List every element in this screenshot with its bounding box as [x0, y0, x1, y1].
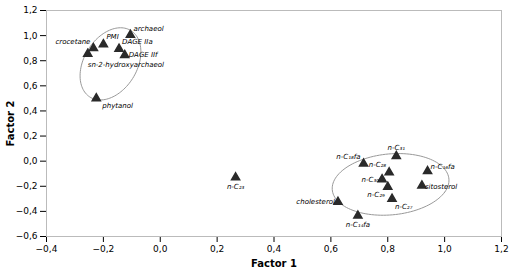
- svg-text:0,0: 0,0: [153, 244, 168, 254]
- svg-text:0,8: 0,8: [381, 244, 396, 254]
- svg-text:0,6: 0,6: [324, 244, 339, 254]
- svg-text:−0,4: −0,4: [16, 206, 38, 216]
- svg-text:n-C₃₀: n-C₃₀: [362, 176, 380, 184]
- svg-text:0,2: 0,2: [23, 131, 37, 141]
- svg-text:0,4: 0,4: [23, 106, 38, 116]
- svg-text:1,2: 1,2: [23, 5, 37, 15]
- svg-text:−0,2: −0,2: [92, 244, 114, 254]
- svg-text:Factor 1: Factor 1: [251, 258, 297, 269]
- svg-text:0,8: 0,8: [23, 56, 38, 66]
- svg-text:0,6: 0,6: [23, 81, 38, 91]
- svg-text:Factor 2: Factor 2: [5, 100, 16, 146]
- svg-text:DAGE IIf: DAGE IIf: [129, 51, 159, 59]
- svg-text:phytanol: phytanol: [101, 102, 133, 110]
- svg-text:DAGE IIa: DAGE IIa: [122, 38, 153, 46]
- svg-text:n-C₂₉: n-C₂₉: [367, 191, 385, 199]
- svg-text:crocetane: crocetane: [55, 38, 90, 46]
- svg-text:−0,4: −0,4: [36, 244, 58, 254]
- svg-text:n-C₂₈: n-C₂₈: [369, 161, 387, 169]
- svg-text:archaeol: archaeol: [133, 25, 163, 33]
- svg-text:n-C₁₈fa: n-C₁₈fa: [336, 153, 360, 161]
- svg-text:sitosterol: sitosterol: [425, 183, 457, 191]
- svg-text:n-C₁₄fa: n-C₁₄fa: [346, 221, 370, 229]
- svg-text:0,0: 0,0: [23, 156, 38, 166]
- svg-text:−0,2: −0,2: [16, 181, 38, 191]
- svg-text:0,4: 0,4: [267, 244, 282, 254]
- svg-text:n-C₂₇: n-C₂₇: [395, 203, 413, 211]
- svg-text:1,0: 1,0: [437, 244, 452, 254]
- svg-text:1,2: 1,2: [494, 244, 508, 254]
- svg-text:1,0: 1,0: [23, 30, 38, 40]
- svg-text:0,2: 0,2: [210, 244, 224, 254]
- svg-text:n-C₃₁: n-C₃₁: [388, 144, 406, 152]
- svg-text:n-C₂₃: n-C₂₃: [227, 183, 245, 191]
- svg-text:cholesterol: cholesterol: [296, 198, 335, 206]
- svg-text:PMI: PMI: [106, 33, 118, 41]
- svg-text:−0,6: −0,6: [16, 231, 38, 241]
- svg-text:sn-2-hydroxyarchaeol: sn-2-hydroxyarchaeol: [88, 61, 164, 69]
- svg-text:n-C₁₆fa: n-C₁₆fa: [431, 163, 455, 171]
